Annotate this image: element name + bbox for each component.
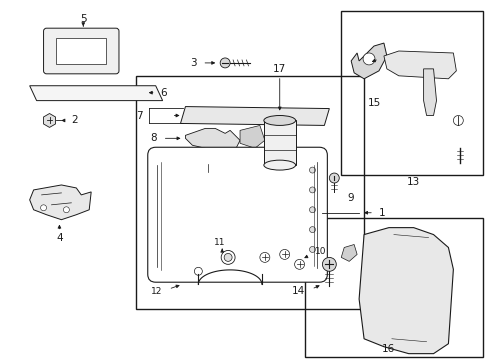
Text: 9: 9: [346, 193, 353, 203]
Circle shape: [322, 257, 336, 271]
Circle shape: [309, 207, 315, 213]
Text: 17: 17: [272, 64, 286, 74]
Circle shape: [279, 249, 289, 260]
Text: 10: 10: [314, 247, 325, 256]
Text: 1: 1: [378, 208, 385, 218]
Text: 12: 12: [151, 287, 163, 296]
Circle shape: [204, 164, 212, 172]
Polygon shape: [43, 113, 56, 127]
Polygon shape: [30, 185, 91, 220]
Polygon shape: [358, 228, 452, 354]
Polygon shape: [341, 244, 356, 261]
Polygon shape: [180, 107, 328, 125]
Circle shape: [194, 267, 202, 275]
Text: 15: 15: [366, 98, 380, 108]
Circle shape: [41, 205, 46, 211]
Circle shape: [221, 251, 235, 264]
Text: 5: 5: [80, 14, 86, 24]
Ellipse shape: [264, 160, 295, 170]
Bar: [56, 38, 106, 64]
Circle shape: [224, 253, 232, 261]
Circle shape: [309, 167, 315, 173]
Polygon shape: [423, 69, 436, 116]
Circle shape: [63, 207, 69, 213]
Circle shape: [294, 260, 304, 269]
Bar: [264, 121, 295, 165]
Text: 7: 7: [136, 111, 142, 121]
Text: 16: 16: [382, 344, 395, 354]
Bar: [341, 11, 482, 175]
Polygon shape: [30, 86, 163, 100]
Text: 14: 14: [292, 286, 305, 296]
Text: 11: 11: [214, 238, 225, 247]
Circle shape: [309, 247, 315, 252]
Text: 6: 6: [161, 88, 167, 98]
Text: 4: 4: [56, 233, 62, 243]
Circle shape: [362, 53, 374, 65]
Text: 13: 13: [406, 177, 420, 187]
Circle shape: [220, 58, 230, 68]
Circle shape: [328, 173, 339, 183]
Text: 2: 2: [71, 116, 78, 126]
Circle shape: [259, 252, 269, 262]
Polygon shape: [383, 51, 455, 79]
Polygon shape: [350, 43, 386, 79]
Circle shape: [309, 227, 315, 233]
Circle shape: [223, 155, 233, 165]
Bar: [136, 76, 364, 309]
Ellipse shape: [264, 116, 295, 125]
FancyBboxPatch shape: [43, 28, 119, 74]
Polygon shape: [240, 125, 264, 148]
Bar: [304, 218, 482, 357]
Text: 8: 8: [150, 133, 156, 143]
Text: 3: 3: [189, 58, 196, 68]
Circle shape: [309, 187, 315, 193]
Circle shape: [452, 116, 462, 125]
Polygon shape: [185, 129, 240, 155]
FancyBboxPatch shape: [147, 147, 326, 282]
